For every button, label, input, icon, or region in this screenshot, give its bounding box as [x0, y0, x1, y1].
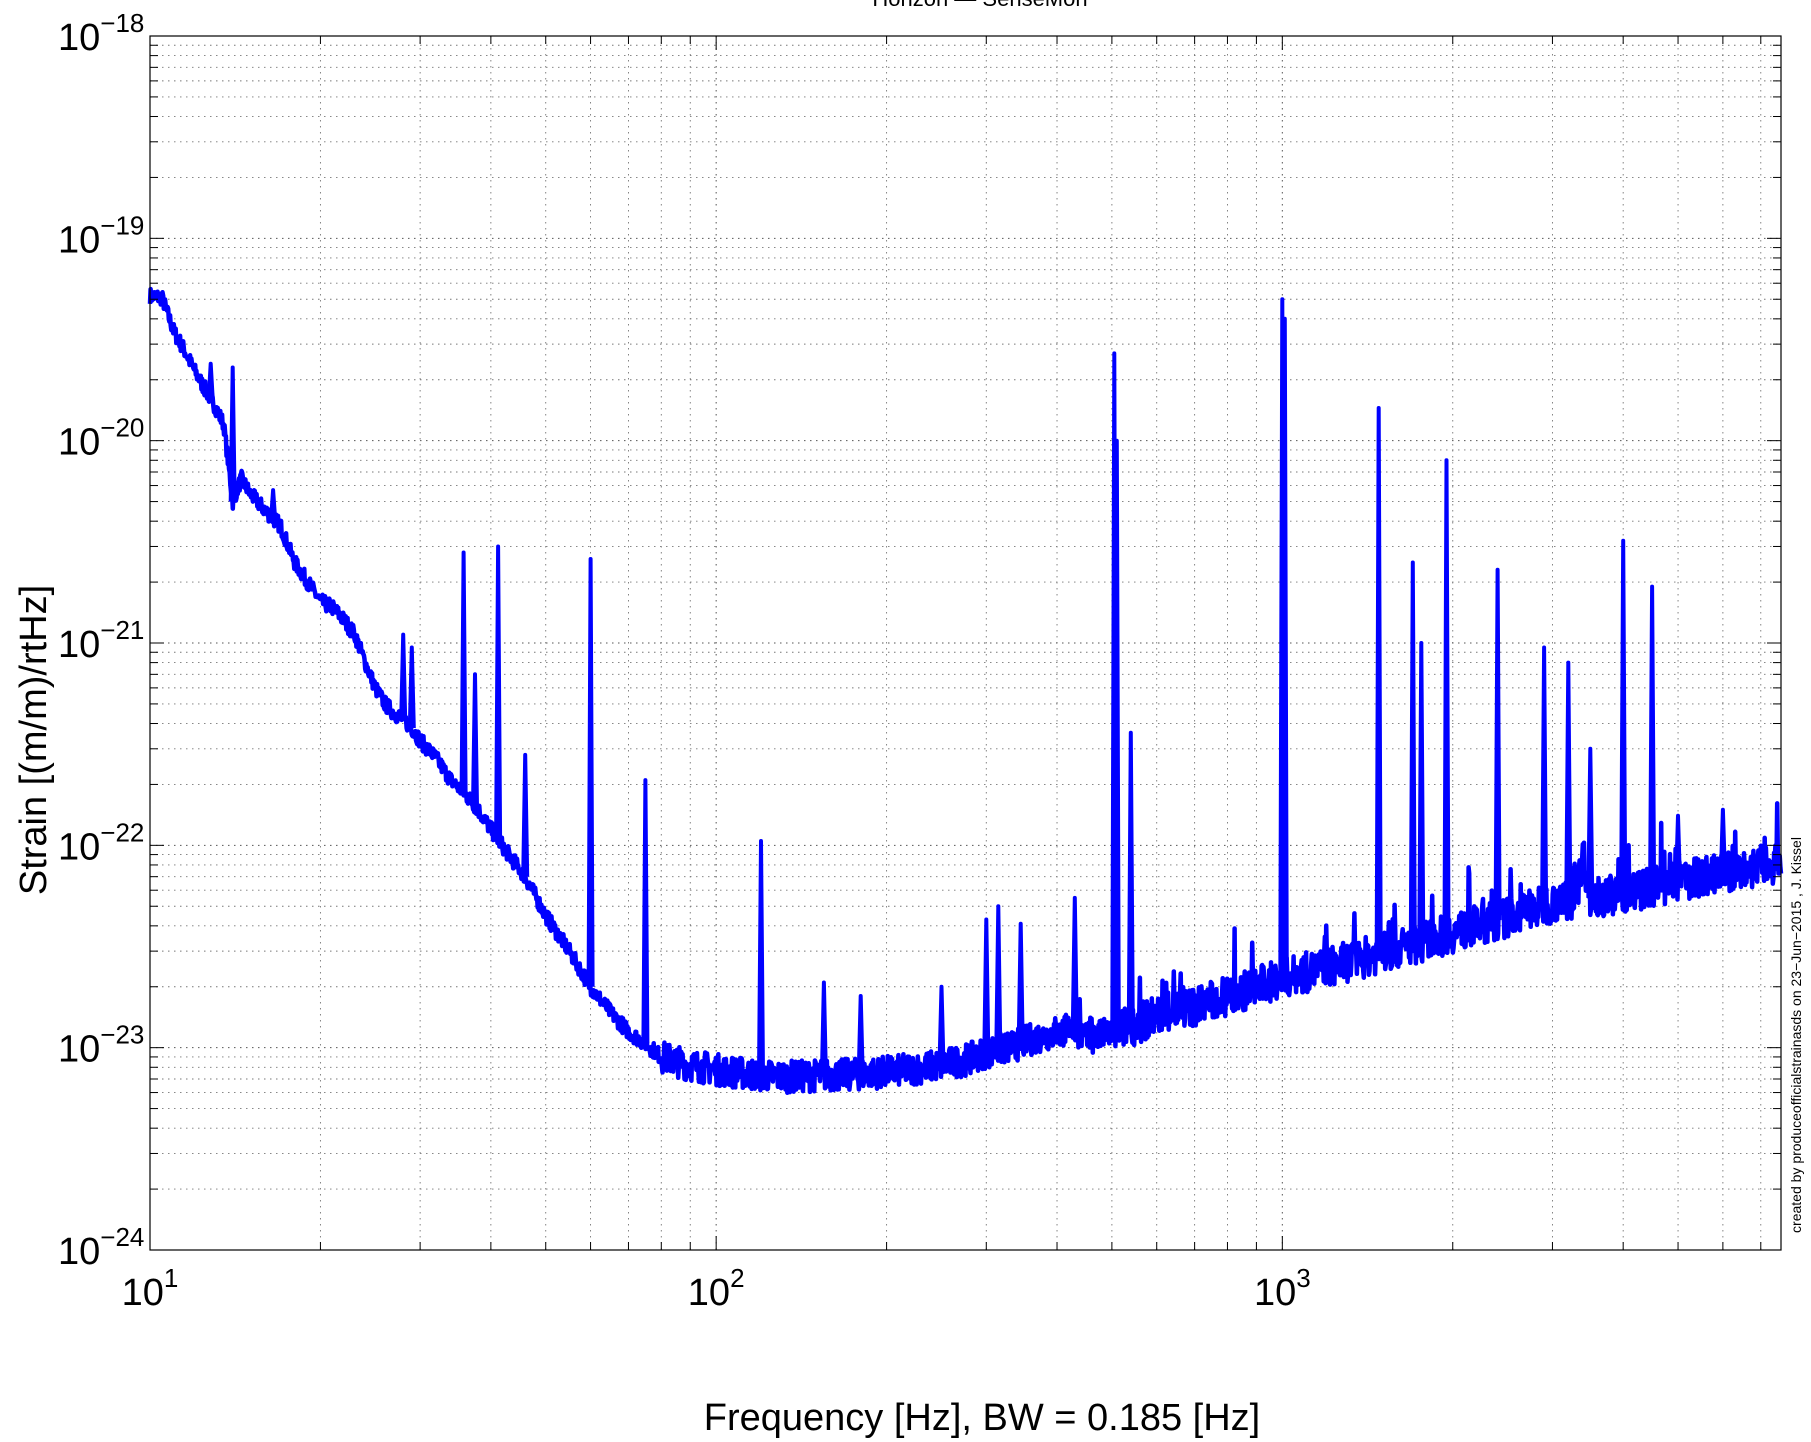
x-tick-label: 103 — [1254, 1263, 1311, 1314]
spectral-peak — [641, 778, 650, 1044]
spectral-peak — [1070, 895, 1079, 1029]
spectral-peak — [819, 980, 828, 1076]
spectral-peak — [459, 550, 468, 793]
spectral-peak — [269, 488, 278, 519]
y-axis-label: Strain [(m/m)/rtHz] — [13, 585, 55, 895]
spectral-peak — [937, 984, 946, 1066]
x-axis-label: Frequency [Hz], BW = 0.185 [Hz] — [704, 1397, 1261, 1439]
series-line — [147, 286, 1784, 1095]
y-tick-label: 10−21 — [58, 615, 144, 666]
spectral-peak — [1540, 645, 1549, 906]
spectral-peak — [521, 752, 530, 877]
y-tick-label: 10−23 — [58, 1020, 144, 1071]
spectral-peak — [856, 994, 865, 1075]
spectral-peak — [1493, 567, 1502, 921]
y-tick-label: 10−22 — [58, 817, 144, 868]
spectral-peak — [1408, 560, 1417, 945]
spectral-peak — [1016, 921, 1025, 1044]
spectral-peak — [407, 645, 416, 729]
axis-ticks — [149, 35, 1781, 1251]
x-tick-labels: 101 102 103 — [122, 1263, 1311, 1314]
series-layer — [147, 286, 1784, 1095]
spectral-peak — [1718, 807, 1727, 874]
spectral-peak — [757, 839, 765, 1076]
spectral-peak — [1280, 316, 1289, 978]
spectral-peak — [206, 361, 215, 399]
y-tick-label: 10−18 — [58, 8, 144, 59]
spectral-peak — [994, 904, 1003, 1050]
y-tick-labels: 10−18 10−19 10−20 10−21 10−22 10−23 10−24 — [58, 8, 144, 1273]
x-tick-label: 102 — [688, 1263, 745, 1314]
spectral-peak — [586, 557, 595, 987]
credit-note: created by produceofficialstrainasds on … — [1788, 837, 1804, 1233]
spectral-peak — [1126, 730, 1135, 1026]
spectral-peak — [1417, 641, 1426, 942]
spectral-peak — [1374, 406, 1383, 954]
y-tick-label: 10−20 — [58, 413, 144, 464]
spectral-peak — [1619, 538, 1628, 894]
spectral-peak — [982, 917, 991, 1053]
spectral-peak — [1564, 660, 1573, 900]
spectral-peak — [228, 365, 237, 502]
spectral-peak — [1674, 813, 1682, 882]
spectral-peak — [399, 632, 408, 720]
spectral-peak — [494, 544, 503, 840]
x-tick-label: 101 — [122, 1263, 179, 1314]
spectral-peak — [1112, 438, 1121, 1030]
spectral-peak — [1442, 458, 1451, 935]
spectral-peak — [1648, 584, 1657, 888]
spectral-peak — [1586, 746, 1595, 898]
y-tick-label: 10−24 — [58, 1222, 144, 1273]
spectral-peak — [471, 672, 479, 806]
y-tick-label: 10−19 — [58, 210, 144, 261]
chart-title: Horizon — SenseMon — [872, 0, 1087, 11]
